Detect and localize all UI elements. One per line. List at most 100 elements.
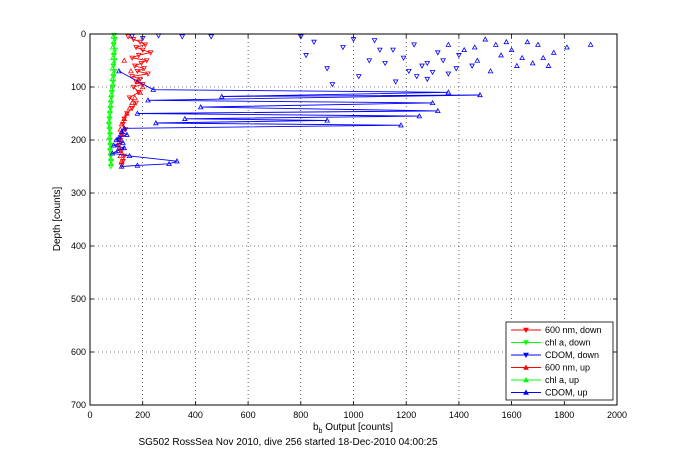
legend-entry-label: 600 nm, down: [545, 325, 602, 335]
data-point: [120, 139, 126, 145]
data-point: [120, 121, 126, 128]
series-layer: [106, 32, 594, 170]
data-point: [487, 68, 494, 74]
data-point: [150, 86, 157, 92]
legend-marker: [523, 389, 529, 395]
legend-marker: [523, 352, 529, 359]
data-point: [134, 162, 141, 168]
data-point: [434, 50, 441, 56]
data-point: [107, 164, 114, 170]
data-point: [110, 54, 116, 61]
data-point: [197, 104, 204, 110]
series-cdom-up: [109, 68, 483, 169]
data-point: [400, 55, 407, 61]
x-tick-label: 200: [135, 410, 150, 420]
data-point: [109, 44, 116, 50]
data-point: [535, 41, 541, 47]
data-point: [208, 34, 215, 40]
legend-marker: [523, 376, 529, 383]
x-tick-label: 1800: [554, 410, 574, 420]
data-point: [121, 153, 128, 159]
data-point: [107, 139, 114, 145]
data-point: [179, 34, 186, 40]
legend-marker: [523, 327, 529, 334]
data-point: [117, 152, 124, 159]
data-point: [498, 52, 504, 58]
data-point: [110, 74, 117, 80]
y-axis-label: Depth [counts]: [52, 187, 63, 252]
x-tick-label: 2000: [607, 410, 627, 420]
data-point: [110, 60, 117, 66]
data-point: [118, 129, 125, 135]
data-point: [445, 89, 452, 95]
data-point: [109, 76, 116, 82]
data-point: [110, 79, 117, 85]
y-tick-label: 500: [71, 294, 86, 304]
x-axis-label: bb Output [counts]: [313, 422, 393, 435]
data-point: [126, 152, 133, 159]
x-tick-label: 1600: [502, 410, 522, 420]
data-point: [121, 115, 128, 121]
x-axis-label-main: b: [313, 422, 319, 433]
data-point: [152, 120, 159, 126]
data-point: [424, 76, 431, 83]
data-point: [503, 38, 510, 45]
data-point: [392, 79, 399, 85]
data-point: [108, 159, 114, 165]
legend-box: [505, 321, 614, 401]
data-point: [134, 110, 141, 116]
x-tick-label: 0: [87, 410, 92, 420]
data-point: [106, 134, 113, 140]
x-tick-label: 400: [188, 410, 203, 420]
data-point: [371, 38, 378, 44]
data-point: [529, 60, 536, 66]
data-point: [126, 95, 133, 101]
data-point: [429, 70, 436, 76]
series-line-cdom-up: [110, 70, 481, 167]
data-point: [110, 33, 117, 39]
y-tick-label: 100: [71, 82, 86, 92]
data-point: [130, 37, 137, 43]
data-point: [429, 99, 436, 106]
data-point: [131, 63, 138, 69]
data-point: [218, 93, 225, 99]
data-point: [108, 86, 115, 92]
data-point: [324, 117, 331, 123]
x-tick-label: 800: [293, 410, 308, 420]
data-point: [145, 71, 151, 77]
data-point: [166, 160, 172, 167]
data-point: [121, 125, 128, 131]
data-point: [116, 134, 122, 140]
data-point: [124, 131, 130, 137]
data-point: [564, 44, 570, 50]
data-point: [135, 53, 142, 59]
series-cdom-up-extra: [445, 36, 594, 74]
data-point: [474, 57, 481, 63]
data-point: [137, 76, 143, 83]
data-point: [129, 55, 136, 61]
data-point: [147, 50, 154, 56]
data-point: [114, 142, 121, 148]
data-point: [492, 41, 499, 47]
data-point: [477, 91, 483, 98]
data-point: [131, 94, 138, 100]
data-point: [121, 144, 128, 151]
data-point: [390, 47, 396, 53]
data-point: [126, 105, 133, 111]
data-point: [109, 81, 116, 87]
data-point: [411, 42, 417, 48]
data-point: [107, 129, 113, 135]
y-tick-label: 200: [71, 135, 86, 145]
data-point: [110, 49, 117, 55]
data-point: [376, 47, 383, 53]
data-point: [324, 66, 331, 72]
data-point: [139, 47, 146, 53]
data-point: [108, 91, 114, 98]
data-point: [133, 45, 139, 51]
data-point: [113, 136, 120, 143]
data-point: [382, 60, 388, 67]
data-point: [519, 54, 526, 61]
data-point: [137, 39, 143, 45]
data-point: [121, 57, 128, 63]
data-point: [340, 45, 346, 51]
